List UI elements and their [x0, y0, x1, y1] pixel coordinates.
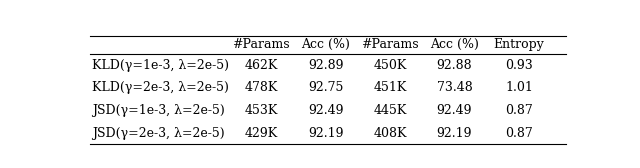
- Text: 92.19: 92.19: [308, 127, 343, 140]
- Text: #Params: #Params: [232, 38, 290, 51]
- Text: JSD(γ=1e-3, λ=2e-5): JSD(γ=1e-3, λ=2e-5): [92, 104, 225, 117]
- Text: 92.75: 92.75: [308, 81, 343, 94]
- Text: 408K: 408K: [373, 127, 407, 140]
- Text: 0.93: 0.93: [505, 59, 533, 72]
- Text: 0.87: 0.87: [505, 104, 533, 117]
- Text: 453K: 453K: [244, 104, 278, 117]
- Text: 1.01: 1.01: [505, 81, 533, 94]
- Text: #Params: #Params: [361, 38, 419, 51]
- Text: Acc (%): Acc (%): [430, 38, 479, 51]
- Text: KLD(γ=2e-3, λ=2e-5): KLD(γ=2e-3, λ=2e-5): [92, 81, 229, 94]
- Text: 92.88: 92.88: [436, 59, 472, 72]
- Text: Acc (%): Acc (%): [301, 38, 350, 51]
- Text: 450K: 450K: [373, 59, 406, 72]
- Text: 92.49: 92.49: [436, 104, 472, 117]
- Text: 92.89: 92.89: [308, 59, 343, 72]
- Text: Entropy: Entropy: [493, 38, 545, 51]
- Text: 92.49: 92.49: [308, 104, 343, 117]
- Text: 92.19: 92.19: [436, 127, 472, 140]
- Text: 0.87: 0.87: [505, 127, 533, 140]
- Text: 429K: 429K: [244, 127, 278, 140]
- Text: 73.48: 73.48: [436, 81, 472, 94]
- Text: 451K: 451K: [373, 81, 406, 94]
- Text: 462K: 462K: [244, 59, 278, 72]
- Text: JSD(γ=2e-3, λ=2e-5): JSD(γ=2e-3, λ=2e-5): [92, 127, 225, 140]
- Text: KLD(γ=1e-3, λ=2e-5): KLD(γ=1e-3, λ=2e-5): [92, 59, 229, 72]
- Text: 478K: 478K: [244, 81, 278, 94]
- Text: 445K: 445K: [373, 104, 406, 117]
